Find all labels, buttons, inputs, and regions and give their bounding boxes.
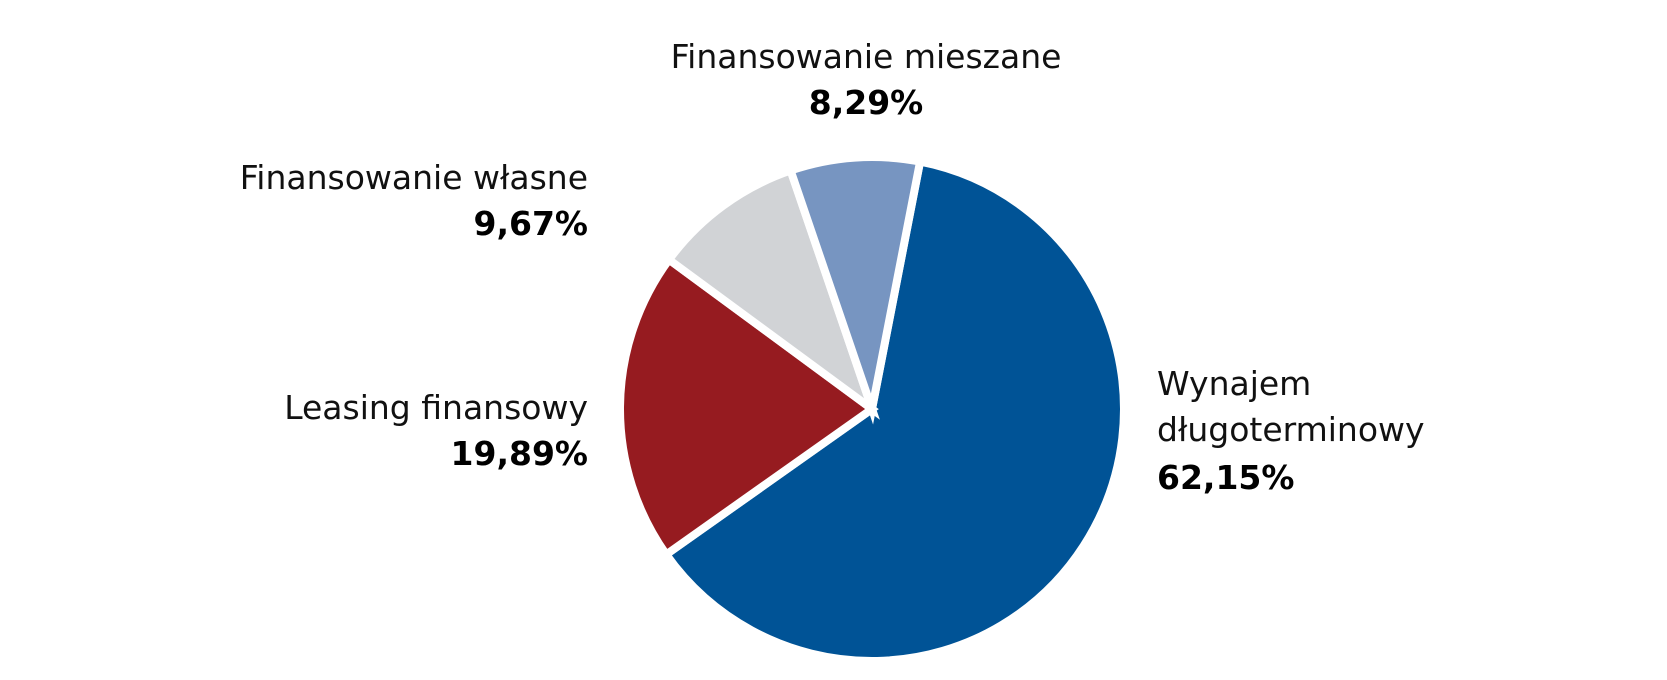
pie-slices [616,153,1128,665]
slice-label-wynajem-line2: długoterminowy [1157,410,1425,449]
slice-label-mieszane: Finansowanie mieszane [671,37,1062,76]
slice-value-leasing: 19,89% [451,434,588,473]
slice-value-wynajem: 62,15% [1157,458,1294,497]
pie-slice-wlasne [663,165,880,420]
pie-slice-leasing [616,254,879,561]
slice-label-wlasne: Finansowanie własne [240,158,588,197]
slice-label-wynajem-line1: Wynajem [1157,364,1311,403]
slice-value-mieszane: 8,29% [809,83,924,122]
slice-label-leasing: Leasing finansowy [284,388,588,427]
slice-value-wlasne: 9,67% [474,204,589,243]
pie-slice-wynajem [660,156,1128,665]
pie-slice-mieszane [785,153,925,425]
